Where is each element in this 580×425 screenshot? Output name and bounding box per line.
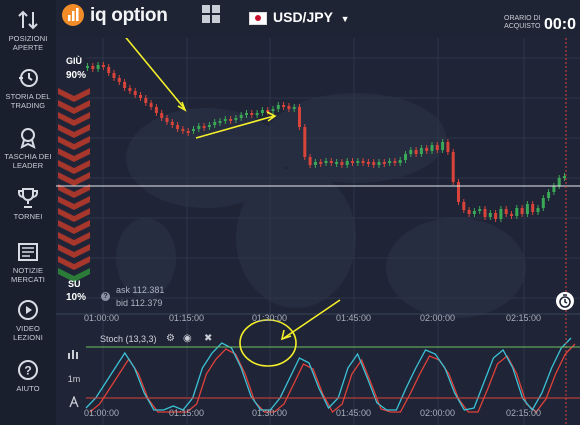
time-label: 01:00:00: [84, 408, 120, 418]
play-icon: [18, 300, 38, 320]
meter-segment: [58, 196, 90, 210]
arrows-updown-icon: [18, 10, 38, 30]
sidebar-item-video-lessons[interactable]: VIDEO LEZIONI: [0, 298, 56, 342]
sidebar-item-label: POSIZIONI APERTE: [8, 34, 48, 52]
indicator-title: Stoch (13,3,3): [100, 334, 157, 344]
time-label: 01:45:00: [336, 313, 372, 323]
sidebar: POSIZIONI APERTE STORIA DEL TRADING TASC…: [0, 0, 57, 425]
settings-icon[interactable]: ⚙: [166, 333, 175, 344]
chart-tools: 1m: [62, 348, 86, 420]
time-label: 02:00:00: [420, 313, 456, 323]
annotation-arrows: [125, 38, 341, 367]
meter-segment: [58, 268, 90, 282]
direction-up-label: SU: [68, 279, 81, 289]
time-label: 02:00:00: [420, 408, 456, 418]
direction-up-percent: 10%: [66, 292, 87, 303]
time-label: 01:15:00: [169, 313, 205, 323]
bid-price: bid 112.379: [116, 298, 163, 308]
meter-segment: [58, 172, 90, 186]
sidebar-item-label: TASCHIA DEI LEADER: [4, 152, 52, 170]
sidebar-item-tournaments[interactable]: TORNEI: [0, 186, 56, 221]
time-label: 01:00:00: [84, 313, 120, 323]
time-label: 01:30:00: [252, 313, 288, 323]
meter-segment: [58, 136, 90, 150]
sidebar-item-label: TORNEI: [13, 212, 43, 221]
japan-flag-icon: [249, 11, 267, 25]
price-chart[interactable]: [56, 38, 580, 425]
meter-segment: [58, 232, 90, 246]
meter-segment: [58, 208, 90, 222]
sidebar-item-market-news[interactable]: NOTIZIE MERCATI: [0, 240, 56, 284]
chart-area[interactable]: GIÙ 90% SU 10% ? ask 112.381 bid 112.379…: [56, 38, 580, 425]
medal-icon: [20, 128, 36, 149]
grid-view-icon[interactable]: [201, 4, 221, 24]
info-icon[interactable]: ?: [101, 292, 110, 301]
top-bar: iq option USD/JPY ▼ ORARIO DI ACQUISTO 0…: [56, 0, 580, 38]
meter-segment: [58, 160, 90, 174]
asset-name: USD/JPY: [273, 9, 333, 25]
close-icon[interactable]: ✖: [204, 333, 213, 344]
meter-segment: [58, 112, 90, 126]
sidebar-item-open-positions[interactable]: POSIZIONI APERTE: [0, 8, 56, 52]
meter-segment: [58, 244, 90, 258]
purchase-time-label: ORARIO DI ACQUISTO: [504, 15, 541, 30]
direction-down-percent: 90%: [66, 70, 87, 81]
purchase-time-value: 00:0: [544, 16, 577, 33]
logo-icon: [62, 4, 84, 26]
logo-text: iq option: [90, 5, 168, 26]
chart-type-icon[interactable]: [62, 348, 86, 362]
timer-icon[interactable]: [556, 292, 574, 310]
meter-segment: [58, 100, 90, 114]
sidebar-item-label: NOTIZIE MERCATI: [11, 266, 45, 284]
time-label: 02:15:00: [506, 313, 542, 323]
interval-selector[interactable]: 1m: [67, 374, 81, 384]
sidebar-item-trading-history[interactable]: STORIA DEL TRADING: [0, 66, 56, 110]
svg-text:?: ?: [24, 364, 31, 378]
meter-segment: [58, 88, 90, 102]
meter-segment: [58, 184, 90, 198]
meter-segment: [58, 220, 90, 234]
direction-down-label: GIÙ: [66, 56, 83, 66]
meter-segment: [58, 256, 90, 270]
sidebar-item-leaderboard[interactable]: TASCHIA DEI LEADER: [0, 126, 56, 170]
time-label: 01:15:00: [169, 408, 205, 418]
time-label: 01:45:00: [336, 408, 372, 418]
ask-price: ask 112.381: [116, 285, 165, 295]
asset-selector[interactable]: USD/JPY ▼: [249, 9, 349, 25]
sidebar-item-label: VIDEO LEZIONI: [13, 324, 43, 342]
sidebar-item-label: STORIA DEL TRADING: [5, 92, 51, 110]
direction-meter: [58, 88, 90, 282]
time-label: 01:30:00: [252, 408, 288, 418]
sidebar-item-label: AIUTO: [16, 384, 40, 393]
sidebar-item-help[interactable]: ? AIUTO: [0, 358, 56, 393]
meter-segment: [58, 124, 90, 138]
draw-tool-icon[interactable]: [62, 395, 86, 410]
chevron-down-icon: ▼: [340, 14, 350, 24]
trophy-icon: [18, 188, 38, 208]
eye-icon[interactable]: ◉: [183, 333, 192, 344]
meter-segment: [58, 148, 90, 162]
history-icon: [19, 69, 38, 87]
news-icon: [18, 243, 38, 261]
time-label: 02:15:00: [506, 408, 542, 418]
help-icon: ?: [18, 360, 38, 380]
